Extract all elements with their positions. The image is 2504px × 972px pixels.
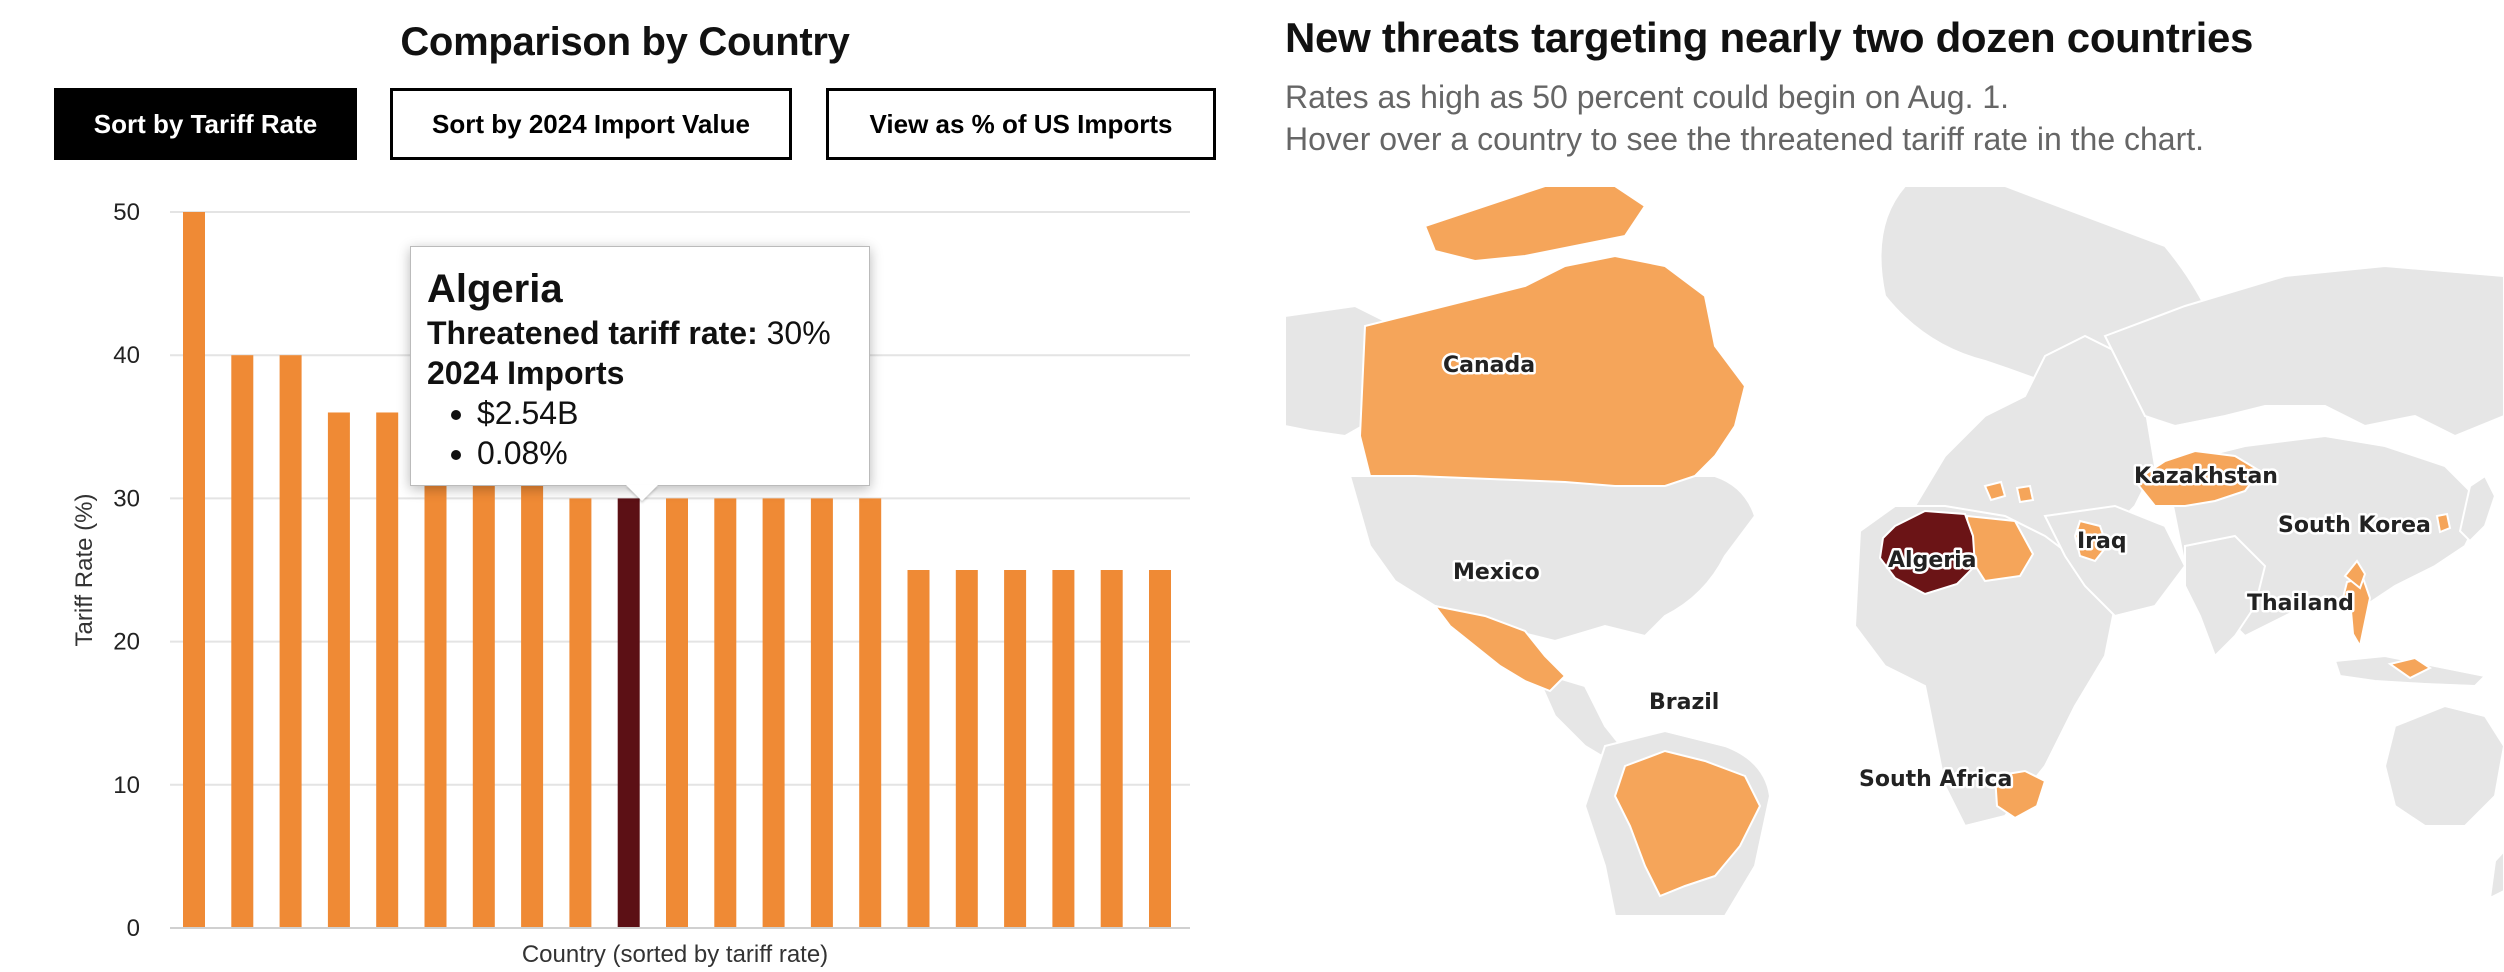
tooltip-imports-label: 2024 Imports: [427, 355, 625, 391]
map-label-brazil: Brazil: [1649, 690, 1719, 715]
targeted-countries: [1358, 186, 2452, 898]
map-title: New threats targeting nearly two dozen c…: [1285, 14, 2254, 61]
new-zealand-shape[interactable]: [2488, 849, 2504, 900]
bars: [183, 212, 1171, 928]
x-axis-title: Country (sorted by tariff rate): [522, 941, 828, 968]
canada-shape[interactable]: [1358, 254, 1747, 487]
map-label-mexico: Mexico: [1453, 560, 1540, 585]
tooltip-import-value: $2.54B: [477, 393, 853, 433]
y-tick-label: 10: [113, 772, 140, 799]
sort-by-tariff-button[interactable]: Sort by Tariff Rate: [54, 88, 357, 160]
bar[interactable]: [907, 570, 930, 928]
y-axis: 0 10 20 30 40 50: [113, 199, 140, 942]
south-africa-shape[interactable]: [1993, 769, 2047, 820]
bar[interactable]: [424, 469, 447, 928]
bar[interactable]: [279, 355, 302, 928]
brazil-shape[interactable]: [1613, 749, 1762, 898]
mexico-shape[interactable]: [1432, 604, 1567, 693]
bar[interactable]: [666, 498, 688, 928]
bar[interactable]: [714, 498, 737, 928]
map-label-south-korea: South Korea: [2278, 513, 2431, 538]
japan-shape[interactable]: [2458, 474, 2497, 543]
bar[interactable]: [1149, 570, 1171, 928]
y-tick-label: 40: [113, 342, 140, 369]
algeria-shape[interactable]: [1878, 509, 1977, 596]
iraq-shape[interactable]: [2073, 519, 2109, 563]
bar[interactable]: [569, 498, 592, 928]
map-subtitle: Rates as high as 50 percent could begin …: [1285, 76, 2204, 160]
tooltip-rate-value: 30%: [766, 315, 831, 351]
canada-arctic-shape[interactable]: [1423, 186, 1647, 263]
bar-chart: 0 10 20 30 40 50 Tariff Rate (%) Country (sor…: [71, 199, 1190, 968]
bosnia-shape[interactable]: [1983, 480, 2007, 502]
y-tick-label: 50: [113, 199, 140, 226]
view-percent-button[interactable]: View as % of US Imports: [826, 88, 1216, 160]
russia-shape[interactable]: [2103, 264, 2504, 438]
bar[interactable]: [327, 412, 350, 928]
malaysia-shape[interactable]: [2387, 656, 2432, 680]
bar[interactable]: [472, 469, 495, 928]
bar[interactable]: [859, 498, 882, 928]
map-subtitle-line-2: Hover over a country to see the threaten…: [1285, 121, 2205, 157]
tooltip-import-pct: 0.08%: [477, 433, 853, 473]
y-tick-label: 0: [127, 915, 140, 942]
kazakhstan-shape[interactable]: [2133, 449, 2262, 507]
map-label-kazakhstan: Kazakhstan: [2134, 464, 2278, 489]
laos-shape[interactable]: [2343, 559, 2367, 590]
map-label-iraq: Iraq: [2077, 529, 2127, 554]
bar[interactable]: [1100, 570, 1123, 928]
map-label-south-africa: South Africa: [1859, 767, 2012, 792]
y-axis-title: Tariff Rate (%): [71, 494, 98, 647]
sort-by-import-button[interactable]: Sort by 2024 Import Value: [390, 88, 792, 160]
chart-panel: Comparison by Country Sort by Tariff Rat…: [0, 0, 1250, 972]
y-tick-label: 30: [113, 485, 140, 512]
bar[interactable]: [183, 212, 205, 928]
bar[interactable]: [521, 469, 544, 928]
bar[interactable]: [955, 570, 978, 928]
map-label-canada: Canada: [1443, 353, 1535, 378]
map-label-thailand: Thailand: [2247, 591, 2354, 616]
usa-shape[interactable]: [1348, 475, 1757, 643]
map-label-algeria: Algeria: [1888, 548, 1976, 573]
bar[interactable]: [376, 412, 399, 928]
india-shape[interactable]: [2184, 534, 2267, 658]
y-tick-label: 20: [113, 629, 140, 656]
bar[interactable]: [1052, 570, 1075, 928]
world-map[interactable]: Canada Mexico Brazil Algeria Iraq Kazakh…: [1285, 186, 2504, 916]
serbia-shape[interactable]: [2015, 484, 2035, 504]
tooltip-rate-label: Threatened tariff rate:: [427, 315, 758, 351]
map-subtitle-line-1: Rates as high as 50 percent could begin …: [1285, 79, 2010, 115]
chart-title: Comparison by Country: [400, 20, 850, 64]
south-korea-shape[interactable]: [2435, 512, 2452, 534]
tooltip-imports-list: $2.54B 0.08%: [427, 393, 853, 473]
bar[interactable]: [231, 355, 254, 928]
bar-highlighted[interactable]: [617, 498, 640, 928]
thailand-shape[interactable]: [2341, 576, 2372, 649]
tooltip-rate: Threatened tariff rate: 30%: [427, 313, 853, 353]
bar[interactable]: [1004, 570, 1027, 928]
bar[interactable]: [762, 498, 785, 928]
tooltip-country: Algeria: [427, 267, 563, 311]
map-panel: New threats targeting nearly two dozen c…: [1285, 0, 2504, 972]
bar[interactable]: [810, 498, 833, 928]
australia-shape[interactable]: [2383, 704, 2504, 827]
chart-tooltip: Algeria Threatened tariff rate: 30% 2024…: [410, 246, 870, 486]
